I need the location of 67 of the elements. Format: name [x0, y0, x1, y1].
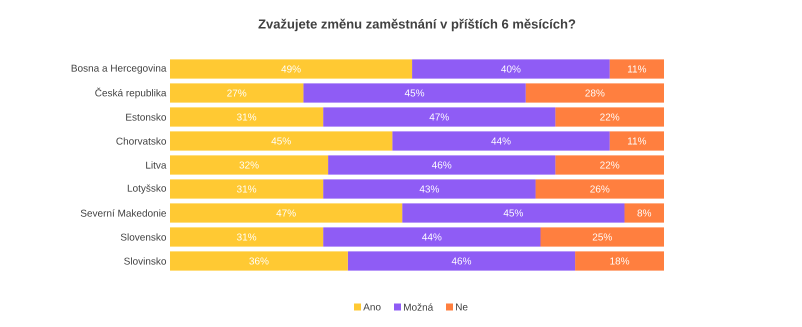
data-label: 46%: [452, 257, 472, 265]
bar: [402, 203, 624, 223]
bar: [170, 59, 412, 79]
bar: [170, 83, 304, 103]
bar: [170, 251, 348, 271]
bar: [392, 131, 610, 151]
data-label: 32%: [239, 161, 259, 169]
bar: [348, 251, 576, 271]
y-tick-label: Chorvatsko: [116, 137, 166, 145]
data-label: 11%: [628, 65, 646, 72]
bar: [303, 83, 526, 103]
bar: [536, 179, 664, 199]
data-label: 44%: [491, 137, 511, 144]
data-label: 26%: [590, 185, 610, 193]
legend-label: Ne: [456, 304, 468, 310]
data-label: 22%: [600, 113, 620, 121]
y-tick-label: Estonsko: [126, 113, 166, 121]
chart-title: Zvažujete změnu zaměstnání v příštích 6 měsících?: [258, 18, 576, 32]
data-label: 8%: [637, 209, 652, 217]
bar: [323, 107, 556, 127]
bar: [170, 203, 402, 223]
bar: [323, 227, 541, 247]
data-label: 46%: [432, 161, 452, 169]
bar: [610, 131, 664, 151]
bar: [170, 131, 392, 151]
data-label: 49%: [281, 65, 301, 73]
y-tick-label: Slovensko: [120, 233, 166, 241]
bar: [555, 107, 664, 127]
bar: [170, 155, 328, 175]
data-label: 31%: [236, 233, 256, 241]
data-label: 45%: [404, 89, 424, 97]
data-label: 45%: [271, 137, 291, 145]
bar: [170, 179, 324, 199]
data-label: 11%: [628, 137, 646, 144]
bar: [170, 107, 324, 127]
data-label: 36%: [249, 257, 269, 265]
y-tick-label: Česká republika: [95, 88, 166, 98]
data-label: 40%: [501, 65, 521, 73]
data-label: 27%: [227, 89, 246, 97]
bar: [412, 59, 610, 79]
bar: [328, 155, 556, 175]
data-label: 22%: [600, 161, 620, 169]
data-label: 28%: [585, 89, 605, 97]
y-tick-label: Severní Makedonie: [80, 209, 166, 217]
data-label: 25%: [592, 233, 612, 241]
data-label: 31%: [236, 185, 256, 193]
bar: [624, 203, 664, 223]
bar: [575, 251, 664, 271]
y-tick-label: Lotyšsko: [128, 184, 166, 194]
bar: [555, 155, 664, 175]
bar: [170, 227, 324, 247]
data-label: 44%: [422, 233, 442, 240]
y-tick-label: Bosna a Hercegovina: [72, 64, 166, 74]
data-label: 47%: [276, 209, 296, 216]
legend-label: Možná: [404, 303, 434, 311]
y-tick-label: Litva: [146, 161, 166, 169]
data-label: 18%: [610, 257, 630, 265]
data-label: 45%: [504, 209, 523, 217]
data-label: 47%: [429, 113, 449, 120]
data-label: 43%: [420, 185, 440, 193]
bar: [323, 179, 536, 199]
bar: [610, 59, 664, 79]
legend-label: Ano: [363, 304, 381, 310]
bar: [526, 83, 664, 103]
data-label: 31%: [236, 113, 256, 121]
y-tick-label: Slovinsko: [124, 257, 166, 265]
bar: [540, 227, 664, 247]
